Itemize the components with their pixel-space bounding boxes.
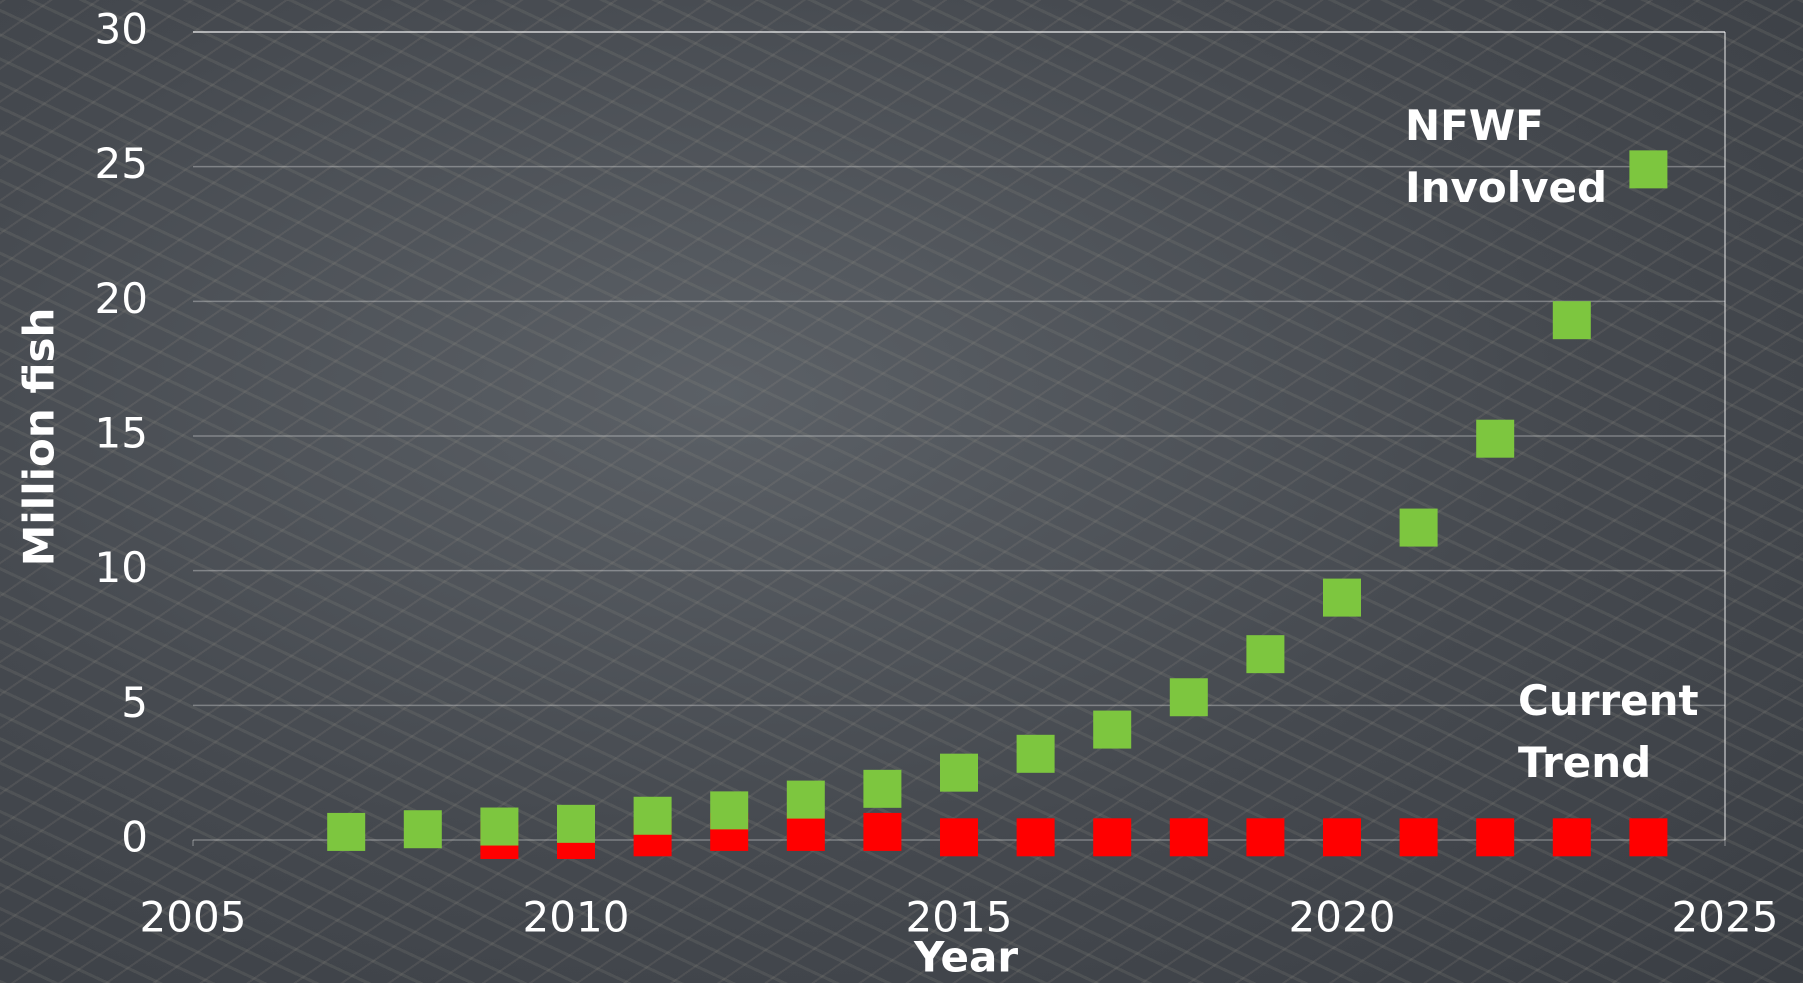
marker (1629, 150, 1668, 189)
marker (940, 818, 978, 857)
x-tick-label: 2010 (523, 893, 630, 942)
x-tick-label: 2020 (1289, 893, 1396, 942)
series-label: NFWF Involved (1405, 101, 1608, 212)
marker (863, 769, 902, 808)
marker (940, 753, 978, 792)
y-tick-label: 0 (121, 813, 148, 862)
marker (1246, 818, 1285, 857)
y-tick-label: 30 (95, 5, 148, 54)
marker (710, 791, 749, 830)
marker (1016, 734, 1055, 773)
marker (786, 812, 825, 851)
y-tick-label: 5 (121, 678, 148, 727)
marker (557, 804, 595, 843)
marker (1399, 508, 1438, 547)
marker (1552, 818, 1591, 857)
marker (1093, 710, 1132, 749)
marker (327, 812, 366, 851)
y-tick-label: 25 (95, 139, 148, 188)
marker (403, 810, 442, 849)
x-tick-label: 2005 (140, 893, 247, 942)
y-tick-label: 10 (95, 543, 148, 592)
marker (480, 807, 519, 846)
marker (1629, 818, 1668, 857)
marker (786, 780, 825, 819)
x-tick-label: 2015 (906, 893, 1013, 942)
y-tick-label: 15 (95, 409, 148, 458)
marker (1169, 818, 1208, 857)
marker (1552, 301, 1591, 340)
x-tick-label: 2025 (1672, 893, 1779, 942)
x-axis-label: Year (913, 933, 1018, 982)
series-label: Current Trend (1518, 676, 1699, 787)
marker (1093, 818, 1132, 857)
marker (1323, 578, 1361, 617)
marker (1476, 818, 1515, 857)
marker (1476, 419, 1515, 458)
marker (1323, 818, 1361, 857)
y-axis-label: Million fish (15, 308, 64, 567)
marker (1399, 818, 1438, 857)
marker (1169, 678, 1208, 717)
marker (1246, 635, 1285, 674)
marker (1016, 818, 1055, 857)
marker (863, 812, 902, 851)
y-tick-label: 20 (95, 274, 148, 323)
marker (633, 796, 672, 835)
